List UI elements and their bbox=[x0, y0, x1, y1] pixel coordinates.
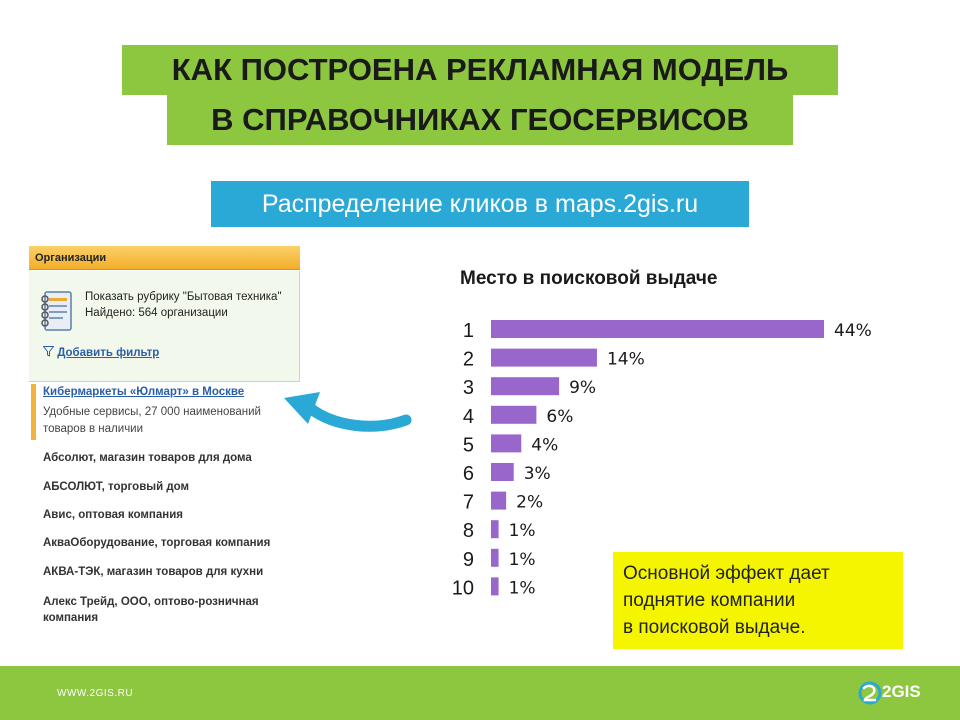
organization-link[interactable]: Авис, оптовая компания bbox=[43, 509, 183, 521]
filter-icon bbox=[42, 346, 55, 357]
bar bbox=[491, 377, 560, 396]
category-label: 1 bbox=[463, 320, 474, 342]
value-label: 2% bbox=[516, 493, 543, 513]
category-label: 3 bbox=[463, 377, 474, 399]
value-label: 1% bbox=[509, 578, 536, 598]
bar bbox=[491, 520, 499, 539]
value-label: 14% bbox=[607, 350, 645, 370]
bar bbox=[491, 548, 499, 567]
category-label: 7 bbox=[463, 492, 474, 514]
logo-swirl-icon bbox=[858, 681, 882, 705]
footer-url[interactable]: WWW.2GIS.RU bbox=[57, 688, 134, 699]
bar bbox=[491, 577, 499, 596]
bar bbox=[491, 463, 514, 481]
organization-link[interactable]: АКВА-ТЭК, магазин товаров для кухни bbox=[43, 566, 264, 578]
footer-bar bbox=[0, 666, 960, 720]
found-count: Найдено: 564 организации bbox=[85, 307, 228, 319]
logo-text: 2GIS bbox=[882, 682, 921, 701]
bar bbox=[491, 405, 537, 424]
organization-link[interactable]: АБСОЛЮТ, торговый дом bbox=[43, 481, 190, 493]
notebook-icon bbox=[41, 291, 72, 331]
2gis-logo: 2GIS bbox=[858, 680, 928, 708]
category-label: 9 bbox=[463, 549, 474, 571]
featured-organization-link[interactable]: Кибермаркеты «Юлмарт» в Москве bbox=[43, 386, 245, 398]
value-label: 6% bbox=[546, 407, 573, 427]
note-line: в поисковой выдаче. bbox=[623, 617, 806, 638]
add-filter-button[interactable]: Добавить фильтр bbox=[42, 346, 160, 359]
bar bbox=[491, 320, 824, 338]
bar bbox=[491, 434, 522, 453]
title-line-1: КАК ПОСТРОЕНА РЕКЛАМНАЯ МОДЕЛЬ bbox=[122, 45, 838, 95]
note-line: Основной эффект дает bbox=[623, 563, 830, 584]
value-label: 9% bbox=[569, 378, 596, 398]
bar bbox=[491, 348, 597, 367]
organization-link[interactable]: Абсолют, магазин товаров для дома bbox=[43, 452, 252, 464]
category-label: 4 bbox=[463, 406, 474, 428]
category-label: 8 bbox=[463, 520, 474, 542]
organization-link[interactable]: АкваОборудование, торговая компания bbox=[43, 537, 271, 549]
category-label: 6 bbox=[463, 463, 474, 485]
panel-rubric-section bbox=[29, 271, 300, 381]
category-label: 2 bbox=[463, 349, 474, 371]
organizations-panel: Организации Показать рубрику "Бытовая те… bbox=[29, 246, 300, 630]
value-label: 4% bbox=[531, 435, 558, 455]
panel-header: Организации bbox=[29, 246, 300, 270]
divider bbox=[29, 381, 300, 382]
featured-highlight-bar bbox=[31, 384, 36, 440]
note-box: Основной эффект дает поднятие компании в… bbox=[613, 552, 903, 649]
value-label: 44% bbox=[834, 321, 872, 341]
bar bbox=[491, 491, 507, 510]
value-label: 1% bbox=[509, 550, 536, 570]
organization-link[interactable]: Алекс Трейд, ООО, оптово-розничная компа… bbox=[43, 596, 259, 624]
title-line-2: В СПРАВОЧНИКАХ ГЕОСЕРВИСОВ bbox=[167, 95, 793, 145]
category-label: 10 bbox=[452, 577, 474, 599]
note-line: поднятие компании bbox=[623, 590, 796, 611]
add-filter-label: Добавить фильтр bbox=[57, 347, 160, 359]
chart-title: Место в поисковой выдаче bbox=[460, 268, 718, 289]
rubric-info: Показать рубрику "Бытовая техника" Найде… bbox=[85, 289, 282, 321]
value-label: 3% bbox=[524, 464, 551, 484]
show-rubric-link[interactable]: Показать рубрику "Бытовая техника" bbox=[85, 291, 282, 303]
category-label: 5 bbox=[463, 434, 474, 456]
clicks-bar-chart: 1 44% 2 14% 3 9% 4 6% 5 4% 6 3% 7 2% 8 1% 9 1% 10 1% bbox=[452, 320, 872, 599]
featured-organization-description: Удобные сервисы, 27 000 наименований тов… bbox=[43, 406, 261, 435]
value-label: 1% bbox=[509, 521, 536, 541]
subtitle-banner: Распределение кликов в maps.2gis.ru bbox=[211, 181, 749, 227]
curved-arrow-icon bbox=[284, 392, 412, 432]
